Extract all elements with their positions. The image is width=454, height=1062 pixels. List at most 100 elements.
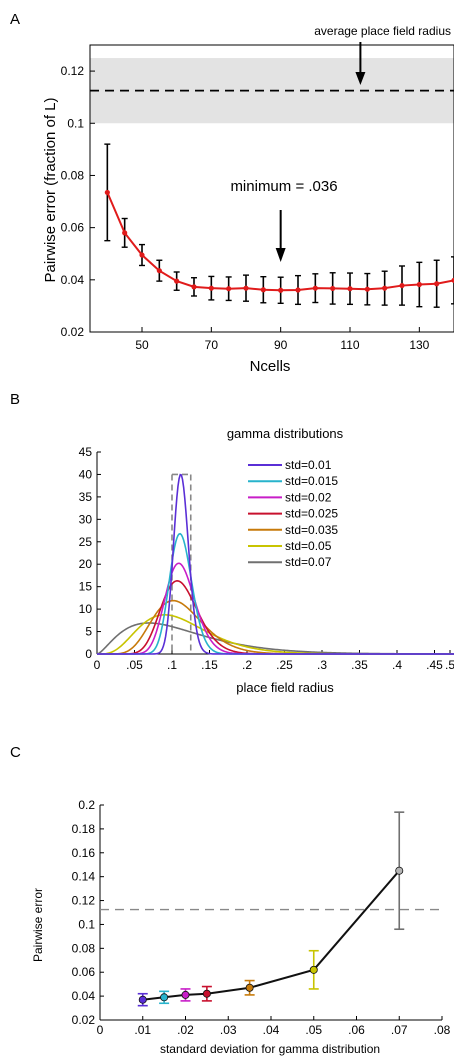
panel-b-legend: std=0.01 std=0.015 std=0.02 std=0.025 std=0.… xyxy=(248,458,338,569)
panel-b-y-tick-label: 45 xyxy=(79,445,93,459)
panel-a-data-point xyxy=(139,252,145,258)
panel-a-x-tick-label: 90 xyxy=(274,338,288,352)
panel-a-data-point xyxy=(347,286,353,292)
panel-a-x-tick-label: 70 xyxy=(205,338,219,352)
panel-a-reference-arrowhead xyxy=(355,72,366,85)
panel-a-data-point xyxy=(208,285,214,291)
panel-b-y-tick-label: 30 xyxy=(79,512,93,526)
panel-a-y-tick-label: 0.12 xyxy=(61,64,85,78)
panel-b-x-tick-label: .1 xyxy=(167,658,177,672)
panel-c-ylabel: Pairwise error xyxy=(31,888,45,962)
panel-c-series-line xyxy=(142,870,401,1001)
panel-a-data-point xyxy=(330,285,336,292)
panel-a-y-tick-label: 0.1 xyxy=(67,116,84,130)
panel-b-legend-label: std=0.02 xyxy=(285,490,332,504)
panel-c-y-tick-label: 0.08 xyxy=(72,941,96,955)
panel-a-y-tick-label: 0.04 xyxy=(61,273,85,287)
panel-letter-a: A xyxy=(10,11,20,28)
panel-a-xlabel: Ncells xyxy=(250,358,291,375)
panel-b-y-tick-label: 20 xyxy=(79,557,93,571)
panel-c-x-tick-label: .05 xyxy=(305,1023,322,1037)
panel-b-x-tick-label: .5 xyxy=(445,658,454,672)
panel-c-x-tick-label: .07 xyxy=(391,1023,408,1037)
panel-a-x-tick-label: 110 xyxy=(340,338,359,352)
panel-b-xlabel: place field radius xyxy=(236,680,334,695)
panel-c-y-tick-label: 0.1 xyxy=(78,917,95,931)
panel-c-x-tick-label: .01 xyxy=(134,1023,151,1037)
panel-a-data-point xyxy=(174,278,180,284)
panel-a-data-point xyxy=(278,287,284,293)
panel-b-legend-label: std=0.05 xyxy=(285,539,332,553)
panel-c-y-tick-label: 0.06 xyxy=(72,965,96,979)
panel-c-y-tick-label: 0.04 xyxy=(72,989,96,1003)
panel-c-data-point xyxy=(245,983,254,992)
panel-letter-c: C xyxy=(10,744,21,761)
panel-letter-b: B xyxy=(10,391,20,408)
panel-c-y-tick-label: 0.18 xyxy=(72,822,96,836)
panel-a-reference-label: average place field radius xyxy=(314,24,451,38)
panel-a-data-point xyxy=(104,189,110,196)
panel-a-y-tick-label: 0.08 xyxy=(61,168,85,182)
panel-b-series-line xyxy=(97,580,454,655)
panel-c-data-point xyxy=(160,993,169,1002)
panel-b-chart: 0 5 10 15 20 25 30 35 40 45 0 .05 .1 .15 .2 .25 .3 .35 .4.… xyxy=(79,426,454,695)
panel-b-legend-label: std=0.025 xyxy=(285,507,338,521)
panel-a-annotation: minimum = .036 xyxy=(230,178,337,195)
panel-c-chart: 0.020.040.060.080.10.120.140.160.180.20.… xyxy=(31,798,451,1056)
panel-c-data-point xyxy=(202,989,211,998)
panel-c-x-tick-label: .02 xyxy=(177,1023,194,1037)
panel-c-x-tick-label: 0 xyxy=(97,1023,104,1037)
panel-c-data-point xyxy=(309,965,318,974)
panel-b-legend-label: std=0.015 xyxy=(285,474,338,488)
panel-b-legend-label: std=0.07 xyxy=(285,555,332,569)
panel-b-x-tick-label: .4 xyxy=(392,658,402,672)
panel-a-data-point xyxy=(399,282,405,289)
panel-b-title: gamma distributions xyxy=(227,426,344,441)
panel-c-x-tick-label: .03 xyxy=(220,1023,237,1037)
panel-a-data-point xyxy=(451,277,454,283)
panel-b-y-tick-label: 0 xyxy=(85,647,92,661)
panel-a-ylabel: Pairwise error (fraction of L) xyxy=(42,97,59,282)
panel-c-y-tick-label: 0.12 xyxy=(72,894,96,908)
panel-a-y-tick-label: 0.02 xyxy=(61,325,85,339)
panel-a-data-point xyxy=(191,284,197,290)
panel-a-data-point xyxy=(243,285,249,291)
panel-b-legend-label: std=0.01 xyxy=(285,458,332,472)
panel-c-data-point xyxy=(181,990,190,999)
panel-a-data-point xyxy=(156,268,162,274)
panel-a-data-point xyxy=(382,285,388,291)
panel-a-chart: 50 70 90 110 130 0.02 0.04 0.06 0.08 0.1 0.12 aver… xyxy=(42,24,454,375)
panel-a-axes-box xyxy=(89,44,454,333)
panel-b-x-tick-label: 0 xyxy=(94,658,101,672)
panel-b-x-tick-label: .05 xyxy=(126,658,143,672)
panel-c-y-tick-label: 0.2 xyxy=(78,798,95,812)
panel-b-x-tick-label: .15 xyxy=(201,658,218,672)
panel-b-x-tick-label: .3 xyxy=(317,658,327,672)
panel-c-x-tick-label: .08 xyxy=(434,1023,451,1037)
panel-b-series-line xyxy=(97,473,454,655)
panel-c-data-point xyxy=(138,995,147,1004)
panel-b-y-tick-label: 5 xyxy=(85,625,92,639)
panel-a-x-tick-label: 130 xyxy=(409,338,429,352)
panel-a-data-point xyxy=(364,286,370,292)
panel-b-legend-label: std=0.035 xyxy=(285,523,338,537)
panel-c-y-tick-label: 0.14 xyxy=(72,870,96,884)
panel-a-data-point xyxy=(312,285,318,291)
panel-a-data-point xyxy=(295,287,301,293)
panel-b-y-tick-label: 40 xyxy=(79,467,93,481)
panel-c-y-tick-label: 0.16 xyxy=(72,846,96,860)
panel-c-y-tick-label: 0.02 xyxy=(72,1013,96,1027)
panel-a-data-point xyxy=(226,286,232,292)
panel-b-x-tick-label: .45 xyxy=(426,658,443,672)
panel-a-minimum-arrowhead xyxy=(275,248,286,262)
panel-c-data-point xyxy=(395,866,404,875)
panel-c-x-tick-label: .06 xyxy=(348,1023,365,1037)
panel-c-x-tick-label: .04 xyxy=(263,1023,280,1037)
panel-b-x-tick-label: .2 xyxy=(242,658,252,672)
panel-a-data-point xyxy=(122,230,128,236)
panel-b-x-tick-label: .25 xyxy=(276,658,293,672)
panel-a-data-point xyxy=(260,287,266,293)
panel-b-series-line xyxy=(97,562,454,655)
panel-b-series-line xyxy=(96,622,454,655)
